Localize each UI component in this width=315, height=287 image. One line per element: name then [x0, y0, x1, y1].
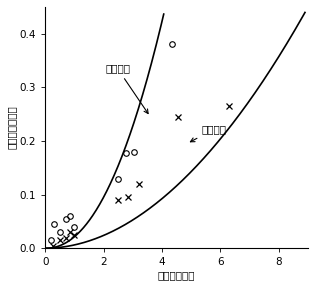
Y-axis label: 線膝張率（％）: 線膝張率（％） [7, 106, 17, 150]
Text: 流れ方向: 流れ方向 [191, 124, 226, 142]
Text: 直角方向: 直角方向 [105, 64, 148, 114]
X-axis label: 吸水率（％）: 吸水率（％） [158, 270, 195, 280]
